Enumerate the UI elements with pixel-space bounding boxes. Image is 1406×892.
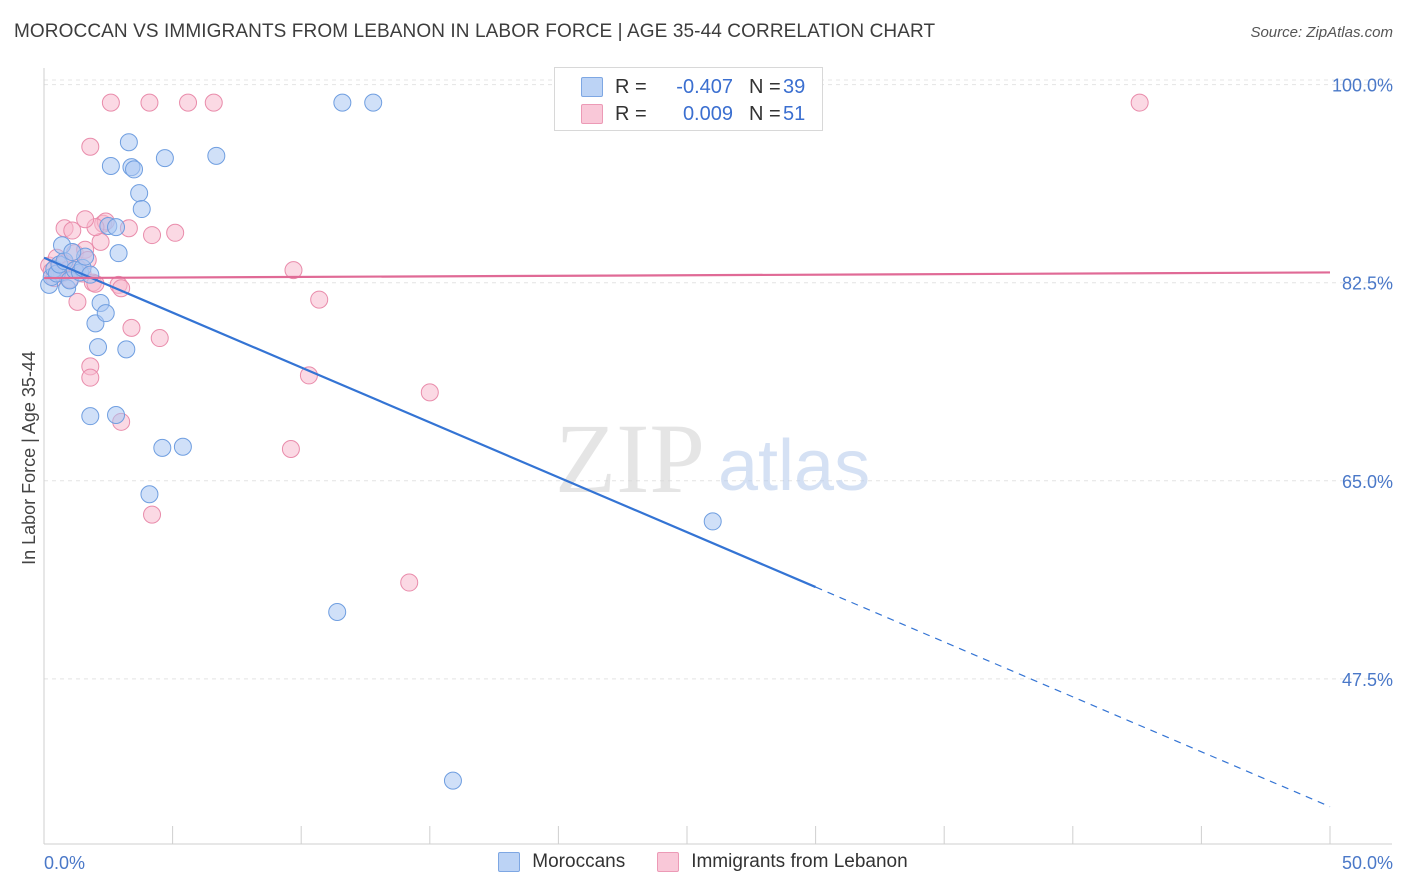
point-moroccans xyxy=(107,406,126,425)
series-label-lebanon: Immigrants from Lebanon xyxy=(691,851,908,872)
point-moroccans xyxy=(140,485,159,504)
axes xyxy=(43,68,1392,845)
legend-n-label: N = xyxy=(749,75,781,98)
point-lebanon xyxy=(310,290,329,309)
legend-swatch-moroccans xyxy=(581,77,603,97)
point-moroccans xyxy=(364,93,383,112)
point-lebanon xyxy=(299,366,318,385)
series-legend-moroccans: Moroccans xyxy=(498,851,625,873)
point-moroccans xyxy=(81,407,100,426)
point-moroccans xyxy=(107,218,126,237)
y-tick-label: 100.0% xyxy=(1332,76,1393,96)
point-lebanon xyxy=(281,439,300,458)
legend-row-moroccans: R = -0.407 N = 39 xyxy=(555,73,805,101)
point-lebanon xyxy=(143,505,162,524)
point-moroccans xyxy=(130,184,149,203)
trend-lines xyxy=(43,256,1331,808)
point-lebanon xyxy=(204,93,223,112)
point-lebanon xyxy=(284,261,303,280)
point-lebanon xyxy=(140,93,159,112)
point-moroccans xyxy=(328,602,347,621)
legend-r-value: 0.009 xyxy=(682,102,733,125)
legend-row-lebanon: R = 0.009 N = 51 xyxy=(555,100,805,128)
series-legend-lebanon: Immigrants from Lebanon xyxy=(657,851,908,873)
point-moroccans xyxy=(207,146,226,165)
point-moroccans xyxy=(125,160,144,179)
x-tick-label-end: 50.0% xyxy=(1342,853,1393,873)
watermark: ZIP atlas xyxy=(555,403,870,514)
point-lebanon xyxy=(179,93,198,112)
legend-n-value: 39 xyxy=(783,75,806,98)
data-points xyxy=(40,93,1149,790)
point-lebanon xyxy=(101,93,120,112)
series-label-moroccans: Moroccans xyxy=(532,851,626,872)
point-lebanon xyxy=(76,210,95,229)
legend-r-label: R = xyxy=(615,102,647,125)
point-moroccans xyxy=(153,438,172,457)
legend-n-label: N = xyxy=(749,102,781,125)
chart-title: MOROCCAN VS IMMIGRANTS FROM LEBANON IN L… xyxy=(14,21,936,42)
point-moroccans xyxy=(109,244,128,263)
legend-r-label: R = xyxy=(615,75,647,98)
point-lebanon xyxy=(122,318,141,337)
y-axis-title: In Labor Force | Age 35-44 xyxy=(19,351,39,565)
grid-lines xyxy=(44,79,1392,680)
point-moroccans xyxy=(333,93,352,112)
point-moroccans xyxy=(155,149,174,168)
tick-labels: 47.5% 65.0% 82.5% 100.0% 0.0% 50.0% xyxy=(44,76,1393,873)
point-lebanon xyxy=(68,292,87,311)
point-moroccans xyxy=(119,133,138,152)
point-lebanon xyxy=(81,368,100,387)
point-moroccans xyxy=(117,340,136,359)
watermark-zip: ZIP xyxy=(555,403,705,514)
watermark-atlas: atlas xyxy=(718,426,870,506)
point-moroccans xyxy=(443,771,462,790)
trend-line-moroccans xyxy=(43,256,817,589)
point-moroccans xyxy=(63,243,82,262)
legend-r-value: -0.407 xyxy=(676,75,733,98)
x-tick-label-start: 0.0% xyxy=(44,853,85,873)
point-lebanon xyxy=(166,223,185,242)
point-lebanon xyxy=(81,137,100,156)
y-tick-label: 82.5% xyxy=(1342,274,1393,294)
point-lebanon xyxy=(1130,93,1149,112)
series-swatch-moroccans xyxy=(498,852,521,872)
point-lebanon xyxy=(143,226,162,245)
trend-line-moroccans-projection xyxy=(815,586,1331,808)
point-moroccans xyxy=(89,338,108,357)
point-moroccans xyxy=(101,157,120,176)
y-tick-label: 65.0% xyxy=(1342,472,1393,492)
source-label: Source: ZipAtlas.com xyxy=(1250,24,1393,41)
legend-swatch-lebanon xyxy=(581,104,603,124)
point-lebanon xyxy=(400,573,419,592)
trend-line-lebanon xyxy=(43,271,1331,280)
point-moroccans xyxy=(132,200,151,219)
point-moroccans xyxy=(173,437,192,456)
correlation-legend: R = -0.407 N = 39 R = 0.009 N = 51 xyxy=(554,67,823,131)
point-lebanon xyxy=(420,383,439,402)
legend-n-value: 51 xyxy=(783,102,806,125)
point-moroccans xyxy=(703,512,722,531)
y-tick-label: 47.5% xyxy=(1342,670,1393,690)
point-lebanon xyxy=(63,221,82,240)
point-moroccans xyxy=(96,304,115,323)
series-swatch-lebanon xyxy=(657,852,680,872)
series-legend: Moroccans Immigrants from Lebanon xyxy=(0,851,1406,873)
point-lebanon xyxy=(150,329,169,348)
